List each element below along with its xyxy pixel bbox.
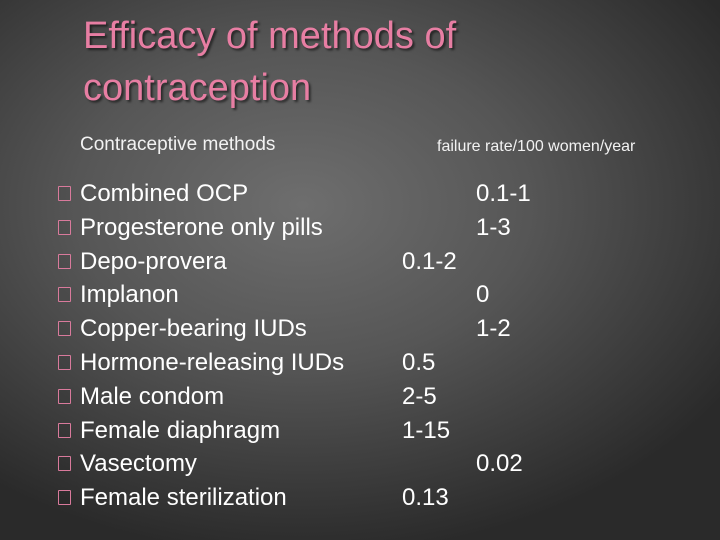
- failure-rate-value: 0.02: [476, 450, 523, 478]
- slide-title: Efficacy of methods of contraception: [83, 15, 457, 109]
- hollow-square-bullet-icon: [58, 219, 71, 235]
- method-label: Combined OCP: [80, 180, 249, 207]
- method-label: Copper-bearing IUDs: [80, 315, 307, 343]
- failure-rate-value: 0.5: [402, 348, 436, 376]
- hollow-square-bullet-icon: [58, 321, 71, 337]
- failure-rate-value: 1-3: [476, 213, 511, 241]
- failure-rate-value: 0: [476, 281, 490, 309]
- failure-rate-value: 1-15: [402, 416, 451, 444]
- hollow-square-bullet-icon: [58, 186, 71, 201]
- method-label: Female sterilization: [80, 484, 287, 512]
- method-label: Depo-provera: [80, 247, 227, 275]
- method-label: Hormone-releasing IUDs: [80, 348, 345, 376]
- failure-rate-column-header: failure rate/100 women/year: [437, 138, 636, 155]
- hollow-square-bullet-icon: [58, 287, 71, 303]
- methods-column-header: Contraceptive methods: [80, 134, 276, 155]
- hollow-square-bullet-icon: [58, 490, 71, 506]
- method-label: Male condom: [80, 382, 225, 410]
- failure-rate-value: 0.1-1: [476, 180, 531, 207]
- hollow-square-bullet-icon: [58, 253, 71, 269]
- hollow-square-bullet-icon: [58, 456, 71, 472]
- method-label: Implanon: [80, 281, 179, 309]
- hollow-square-bullet-icon: [58, 422, 71, 438]
- failure-rate-value: 2-5: [402, 382, 437, 410]
- method-label: Female diaphragm: [80, 416, 281, 444]
- hollow-square-bullet-icon: [58, 388, 71, 404]
- method-label: Vasectomy: [80, 450, 197, 478]
- failure-rate-value: 0.1-2: [402, 247, 457, 275]
- method-label: Progesterone only pills: [80, 213, 323, 241]
- failure-rate-value: 0.13: [402, 484, 449, 512]
- failure-rate-value: 1-2: [476, 315, 511, 343]
- hollow-square-bullet-icon: [58, 354, 71, 370]
